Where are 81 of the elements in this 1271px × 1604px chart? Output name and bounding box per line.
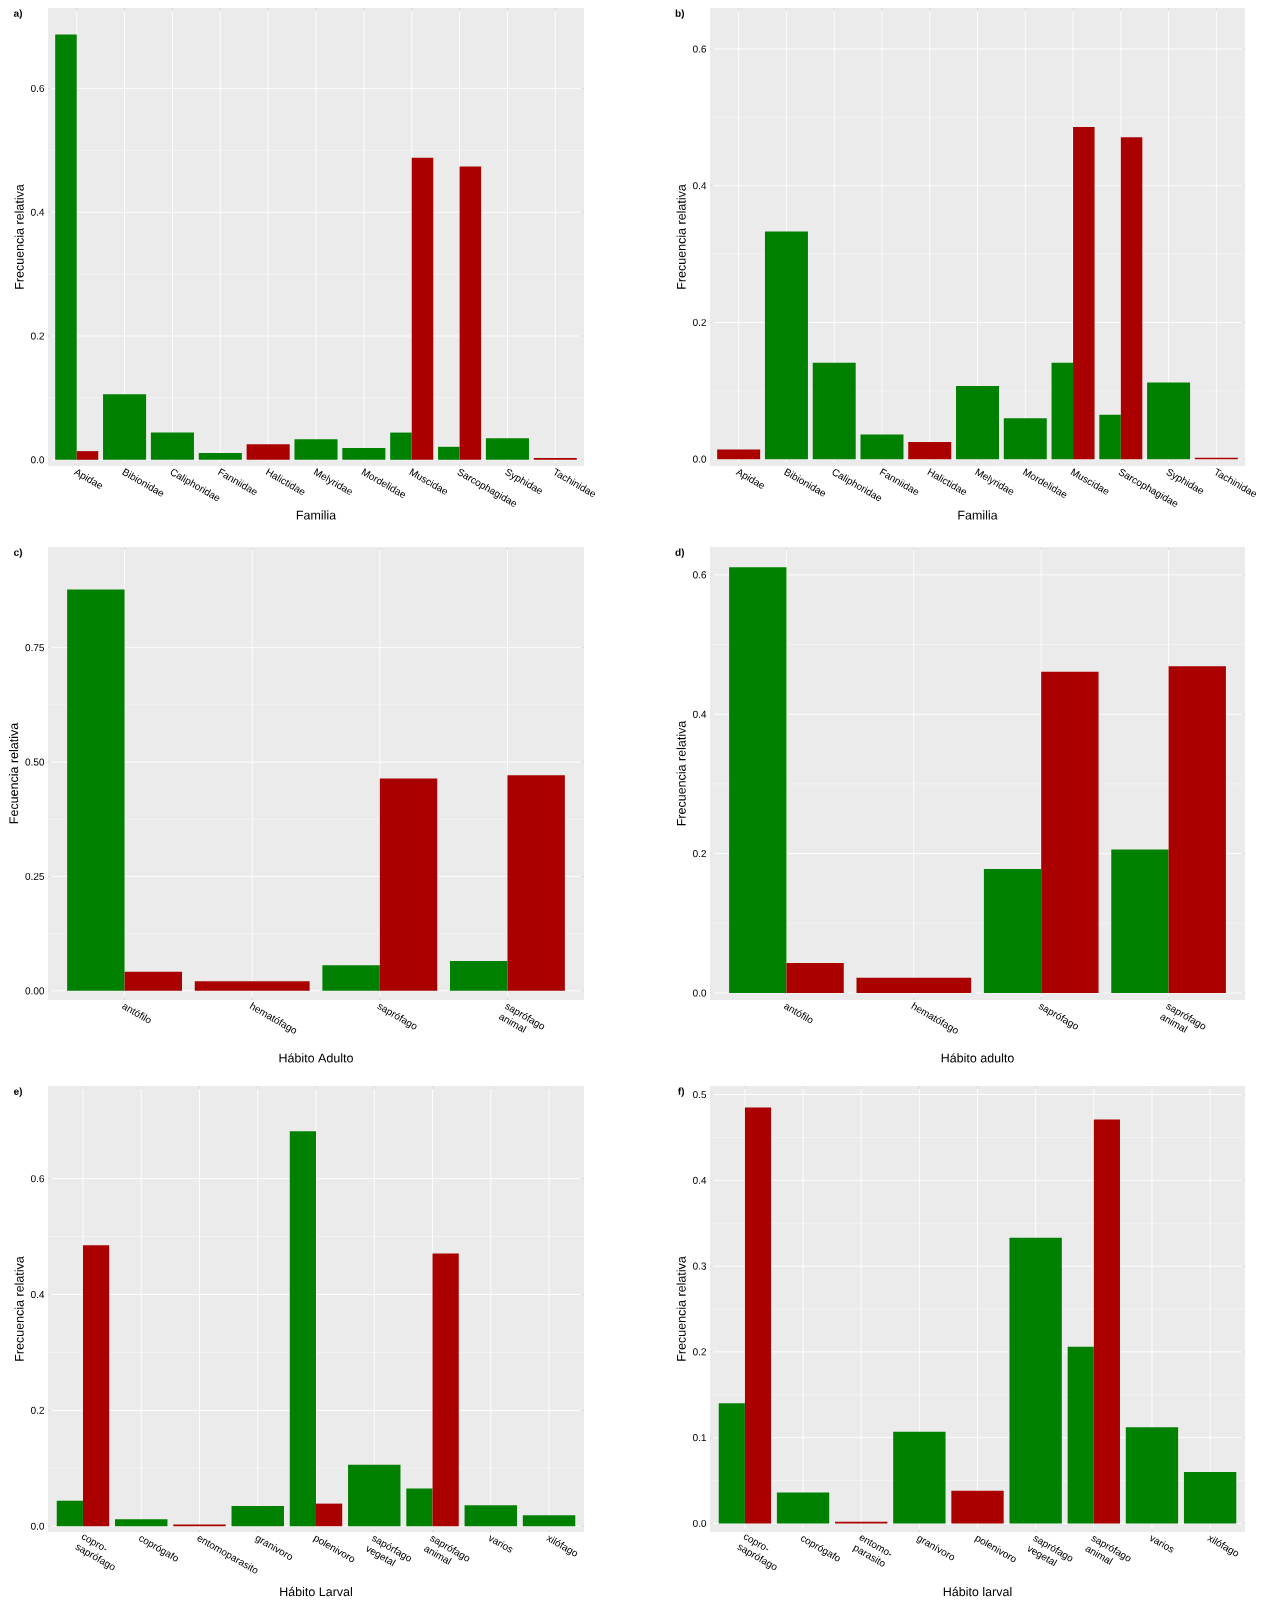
- bar: [729, 567, 787, 994]
- chart-title: a): [13, 9, 22, 19]
- y-tick-label: 0.3: [692, 1262, 707, 1270]
- chart-title: c): [13, 548, 22, 558]
- y-tick-label: 0.2: [692, 850, 706, 858]
- bar: [956, 386, 1000, 460]
- bar: [1003, 418, 1047, 460]
- y-tick-label: 0.0: [30, 456, 45, 464]
- y-tick-label: 0.2: [692, 318, 706, 326]
- y-tick-label: 0.2: [30, 332, 44, 340]
- bar: [379, 778, 438, 991]
- bar: [342, 448, 386, 460]
- x-axis-title: Hábito Adulto: [279, 1053, 353, 1063]
- chart-title: b): [675, 9, 684, 19]
- bar: [348, 1464, 401, 1527]
- y-tick-label: 0.0: [692, 1519, 707, 1527]
- bar: [459, 166, 482, 460]
- bar: [464, 1505, 517, 1527]
- y-tick-label: 0.0: [692, 455, 707, 463]
- y-tick-label: 0.0: [692, 989, 707, 997]
- y-tick-label: 0.5: [692, 1091, 707, 1099]
- bar: [432, 1253, 459, 1527]
- x-axis-title: Hábito Larval: [280, 1586, 352, 1597]
- y-tick-label: 0.50: [25, 758, 45, 766]
- y-tick-label: 0.4: [692, 1176, 707, 1184]
- x-axis-title: Familia: [958, 510, 998, 520]
- y-tick-label: 0.4: [30, 1290, 45, 1299]
- bar: [294, 439, 338, 460]
- bar: [485, 438, 529, 460]
- bar: [764, 231, 808, 460]
- bar: [812, 362, 856, 460]
- chart-title: f): [678, 1087, 684, 1097]
- bar: [103, 394, 147, 460]
- bar: [983, 868, 1042, 994]
- y-axis-title: Frecuencia relativa: [14, 1256, 24, 1361]
- bar: [786, 963, 844, 994]
- bar: [150, 432, 194, 460]
- y-tick-label: 0.4: [692, 710, 707, 718]
- bar: [76, 451, 99, 460]
- y-tick-label: 0.75: [25, 644, 45, 652]
- bar: [908, 442, 952, 460]
- y-tick-label: 0.6: [30, 1175, 45, 1183]
- y-axis-title: Frecuencia relativa: [676, 184, 686, 289]
- bar: [316, 1503, 343, 1527]
- y-tick-label: 0.0: [30, 1522, 45, 1530]
- bar: [860, 434, 904, 460]
- y-tick-label: 0.2: [30, 1406, 44, 1414]
- y-axis-title: Frecuencia relativa: [14, 184, 24, 289]
- x-axis-title: Familia: [296, 510, 337, 520]
- y-tick-label: 0.2: [692, 1348, 706, 1356]
- bar: [115, 1519, 168, 1527]
- x-axis-title: Hábito larval: [943, 1586, 1012, 1597]
- y-tick-label: 0.6: [692, 571, 707, 579]
- y-tick-label: 0.25: [25, 872, 45, 880]
- x-axis-title: Hábito adulto: [941, 1053, 1014, 1063]
- chart-title: e): [13, 1087, 22, 1097]
- bar: [82, 1245, 110, 1527]
- bar: [322, 965, 380, 991]
- y-tick-label: 0.6: [692, 45, 707, 53]
- bar: [1168, 666, 1226, 994]
- y-axis-title: Fecuencia relativa: [8, 722, 19, 824]
- bar: [67, 589, 125, 991]
- bar: [450, 961, 508, 991]
- bar: [1147, 382, 1191, 460]
- y-tick-label: 0.4: [30, 208, 45, 216]
- bar: [717, 449, 761, 460]
- y-tick-label: 0.00: [25, 987, 45, 995]
- bar: [231, 1505, 284, 1527]
- bar: [124, 971, 182, 991]
- chart-title: d): [675, 548, 684, 558]
- y-tick-label: 0.1: [692, 1434, 707, 1442]
- y-tick-label: 0.4: [692, 182, 707, 190]
- bar: [198, 452, 242, 460]
- bar: [522, 1515, 576, 1527]
- bar: [1041, 671, 1099, 994]
- bar: [411, 157, 434, 460]
- bar: [1111, 849, 1169, 994]
- y-tick-label: 0.6: [30, 84, 45, 92]
- y-axis-title: Frecuencia relativa: [676, 1256, 686, 1361]
- bar: [507, 775, 565, 991]
- y-axis-title: Frecuencia relativa: [676, 720, 686, 826]
